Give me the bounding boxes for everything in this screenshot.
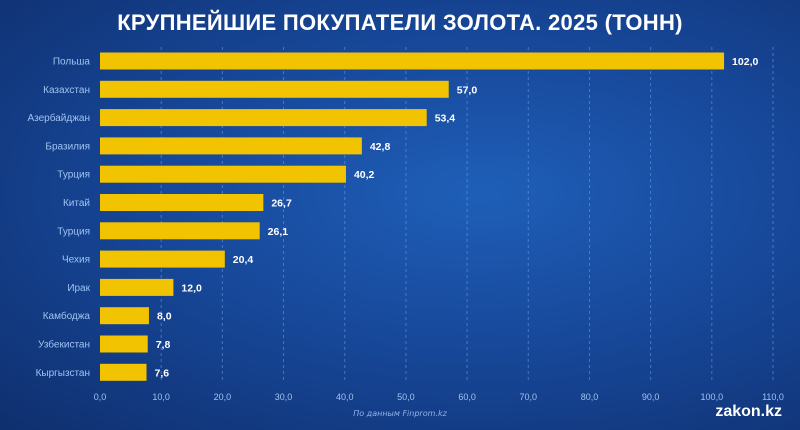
x-tick-label: 60,0 [458,392,476,402]
x-tick-label: 0,0 [94,392,107,402]
bar [100,222,260,240]
category-label: Кыргызстан [36,368,90,379]
category-label: Ирак [67,283,90,294]
source-note: По данным Finprom.kz [353,409,447,418]
bar [100,335,148,353]
bar [100,109,427,127]
bar [100,307,149,325]
category-label: Польша [53,57,91,68]
x-tick-label: 100,0 [701,392,724,402]
x-tick-label: 50,0 [397,392,415,402]
bar [100,52,725,70]
zakon-logo: zakon.kz [715,403,782,420]
bar [100,250,225,268]
x-tick-label: 10,0 [152,392,170,402]
value-label: 20,4 [233,254,254,266]
x-tick-label: 80,0 [581,392,599,402]
value-label: 57,0 [457,84,478,96]
category-label: Китай [63,198,90,209]
value-label: 53,4 [435,113,456,125]
bar [100,278,174,296]
category-label: Турция [57,170,90,181]
value-label: 8,0 [157,311,172,323]
bar [100,80,449,98]
category-label: Камбоджа [43,310,91,322]
x-tick-label: 70,0 [520,392,538,402]
value-label: 7,6 [154,367,169,379]
value-label: 7,8 [156,339,171,351]
value-label: 26,1 [268,226,289,238]
x-tick-label: 110,0 [762,392,784,402]
category-label: Азербайджан [27,112,90,124]
chart-title: КРУПНЕЙШИЕ ПОКУПАТЕЛИ ЗОЛОТА. 2025 (ТОНН… [117,10,683,35]
bar [100,165,346,183]
bar [100,137,362,155]
x-tick-label: 20,0 [214,392,232,402]
value-label: 12,0 [181,282,202,294]
category-label: Казахстан [43,85,90,96]
bar [100,194,264,211]
category-label: Узбекистан [38,339,90,351]
value-label: 102,0 [732,56,758,68]
x-tick-label: 30,0 [275,392,293,402]
x-tick-label: 90,0 [642,392,660,402]
category-label: Бразилия [45,141,90,152]
value-label: 42,8 [370,141,391,153]
bar [100,363,147,381]
category-label: Чехия [62,255,90,266]
x-tick-label: 40,0 [336,392,354,402]
category-label: Турция [57,226,90,237]
value-label: 40,2 [354,169,375,181]
value-label: 26,7 [271,198,292,210]
